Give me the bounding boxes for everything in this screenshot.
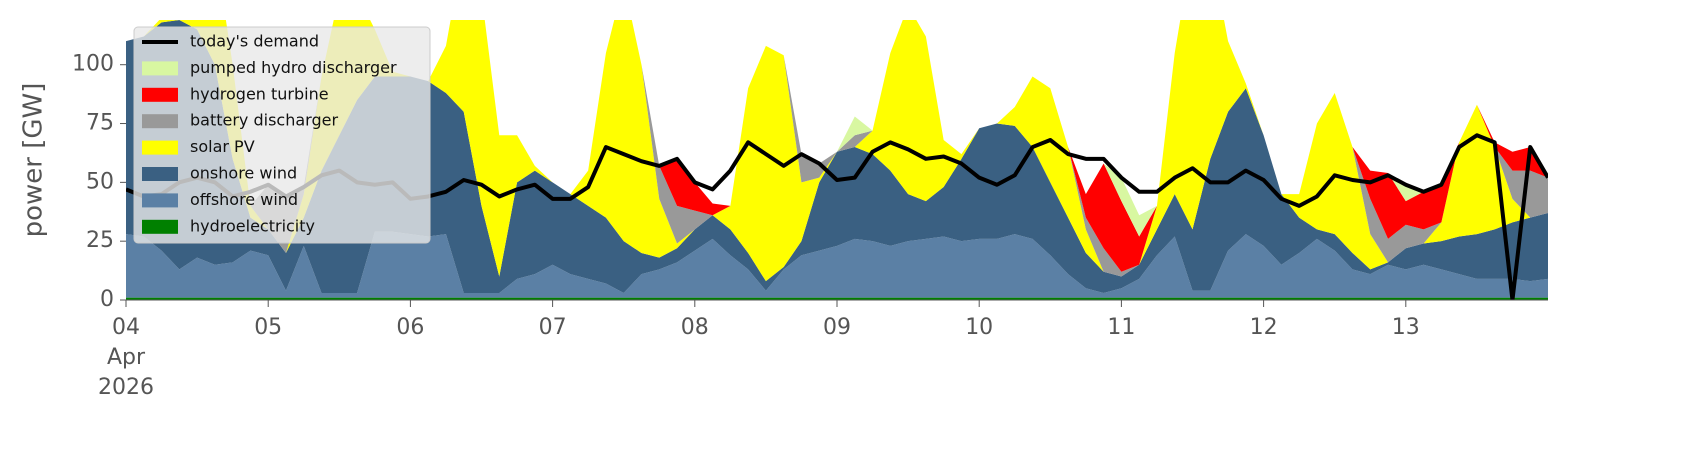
- legend-label: offshore wind: [190, 190, 298, 209]
- y-tick-label: 0: [100, 287, 114, 312]
- y-tick-label: 75: [86, 111, 114, 136]
- x-tick-label: 07: [539, 315, 567, 340]
- y-axis-label: power [GW]: [19, 83, 49, 238]
- legend-label: hydrogen turbine: [190, 84, 329, 103]
- area: [126, 20, 1548, 282]
- legend-swatch: [142, 193, 178, 208]
- legend-label: solar PV: [190, 137, 255, 156]
- x-tick-label: 12: [1250, 315, 1278, 340]
- x-tick-label: 09: [823, 315, 851, 340]
- legend-swatch: [142, 87, 178, 102]
- x-tick-label: 13: [1392, 315, 1420, 340]
- legend-swatch: [142, 114, 178, 129]
- x-tick-label: 05: [254, 315, 282, 340]
- x-tick-sublabel: Apr: [107, 345, 146, 370]
- legend: today's demand pumped hydro discharger hyd…: [133, 26, 431, 244]
- x-tick-sublabel: 2026: [98, 375, 154, 400]
- legend-label: hydroelectricity: [190, 216, 315, 235]
- y-tick-label: 25: [86, 228, 114, 253]
- x-tick-label: 06: [396, 315, 424, 340]
- y-tick-label: 50: [86, 169, 114, 194]
- legend-label: battery discharger: [190, 111, 338, 130]
- legend-label: today's demand: [190, 32, 319, 51]
- legend-swatch: [142, 61, 178, 76]
- y-tick-label: 100: [72, 52, 114, 77]
- legend-swatch: [142, 140, 178, 155]
- area: [126, 231, 1548, 298]
- x-tick-label: 10: [965, 315, 993, 340]
- area: [126, 297, 1548, 300]
- legend-label: pumped hydro discharger: [190, 58, 397, 77]
- legend-label: onshore wind: [190, 164, 297, 183]
- area: [126, 20, 1548, 293]
- legend-swatch: [142, 167, 178, 181]
- x-tick-label: 04: [112, 315, 140, 340]
- legend-box: [133, 26, 431, 244]
- x-tick-label: 08: [681, 315, 709, 340]
- x-tick-label: 11: [1107, 315, 1135, 340]
- legend-swatch: [142, 219, 178, 234]
